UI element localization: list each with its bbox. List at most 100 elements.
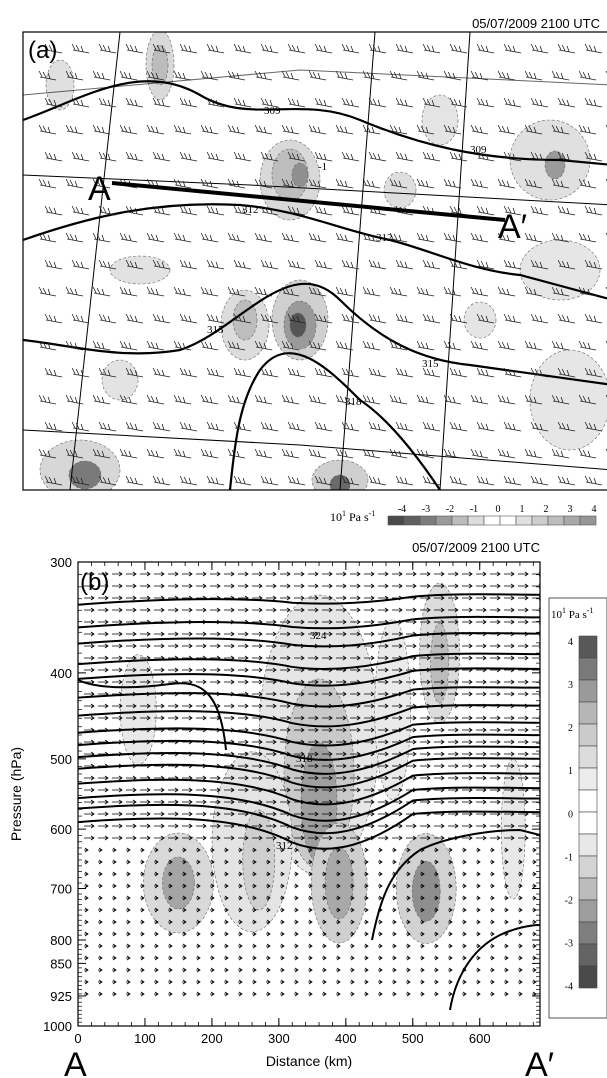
wind-barb [44,151,63,162]
wind-vector [336,691,347,697]
wind-barb [281,232,300,243]
wind-vector [434,571,445,577]
wind-vector [196,631,207,637]
wind-vector [476,643,487,649]
wind-vector [448,859,453,865]
wind-vector [392,955,397,961]
wind-vector [406,883,411,889]
wind-barb [71,205,90,216]
wind-vector [420,739,431,745]
wind-vector [140,787,151,793]
wind-vector [210,799,221,805]
wind-barb [227,124,246,135]
wind-vector [490,715,501,721]
wind-vector [392,835,403,841]
wind-vector [406,643,417,649]
wind-vector [266,655,277,661]
wind-vector [336,571,347,577]
wind-vector [252,703,263,709]
wind-barb [551,394,570,405]
wind-vector [420,895,425,901]
wind-vector [210,859,215,865]
wind-vector [518,655,529,661]
wind-vector [308,739,319,745]
wind-barb [65,232,84,243]
colorbar-a-box [547,515,565,526]
wind-vector [308,919,313,925]
wind-vector [378,895,383,901]
wind-vector [378,835,389,841]
wind-barb [443,232,462,243]
wind-vector [98,979,103,985]
wind-vector [504,715,515,721]
wind-vector [364,967,369,973]
wind-barb [92,448,111,459]
wind-vector [392,919,397,925]
panel-a-graticule [23,32,607,490]
wind-vector [266,919,271,925]
wind-barb [362,286,381,297]
wind-vector [378,859,383,865]
wind-vector [294,679,305,685]
wind-barb [422,421,441,432]
wind-vector [392,967,397,973]
wind-vector [140,955,145,961]
wind-vector [252,655,263,661]
panel-a: 05/07/2009 2100 UTC [22,16,607,526]
wind-vector [84,943,89,949]
omega-shade [68,460,102,490]
wind-barb [146,394,165,405]
wind-barb [287,151,306,162]
wind-vector [238,775,249,781]
wind-vector [448,763,459,769]
wind-barb [578,286,597,297]
wind-vector [532,691,540,697]
wind-vector [336,895,341,901]
wind-vector [182,823,193,829]
wind-barb [44,97,63,108]
wind-vector [98,811,109,817]
omega-shade [519,239,601,301]
wind-vector [448,643,459,649]
wind-vector [406,763,417,769]
wind-vector [252,991,257,997]
wind-barb [38,286,57,297]
wind-vector [84,811,95,817]
wind-vector [378,655,389,661]
wind-vector [532,967,537,973]
wind-vector [448,739,459,745]
wind-vector [196,679,207,685]
wind-barb [530,151,549,162]
wind-vector [476,919,481,925]
wind-barb [281,394,300,405]
wind-vector [252,979,257,985]
wind-vector [476,967,481,973]
wind-barb [389,124,408,135]
omega-shade [383,171,417,209]
wind-vector [462,715,473,721]
wind-barb [98,97,117,108]
wind-barb [200,124,219,135]
wind-vector [420,763,431,769]
wind-vector [224,871,229,877]
wind-barb [206,151,225,162]
wind-vector [504,607,515,613]
wind-vector [154,631,165,637]
wind-vector [154,607,165,613]
wind-vector [238,715,249,721]
wind-vector [532,643,540,649]
wind-vector [280,619,291,625]
wind-vector [448,943,453,949]
wind-barb [557,205,576,216]
wind-vector [406,895,411,901]
wind-barb [497,232,516,243]
wind-barb [65,286,84,297]
wind-vector [280,571,291,577]
wind-vector [112,991,117,997]
wind-vector [168,955,173,961]
wind-barb [233,475,252,486]
wind-vector [224,703,235,709]
wind-vector [84,931,89,937]
wind-vector [84,907,89,913]
wind-vector [266,631,277,637]
